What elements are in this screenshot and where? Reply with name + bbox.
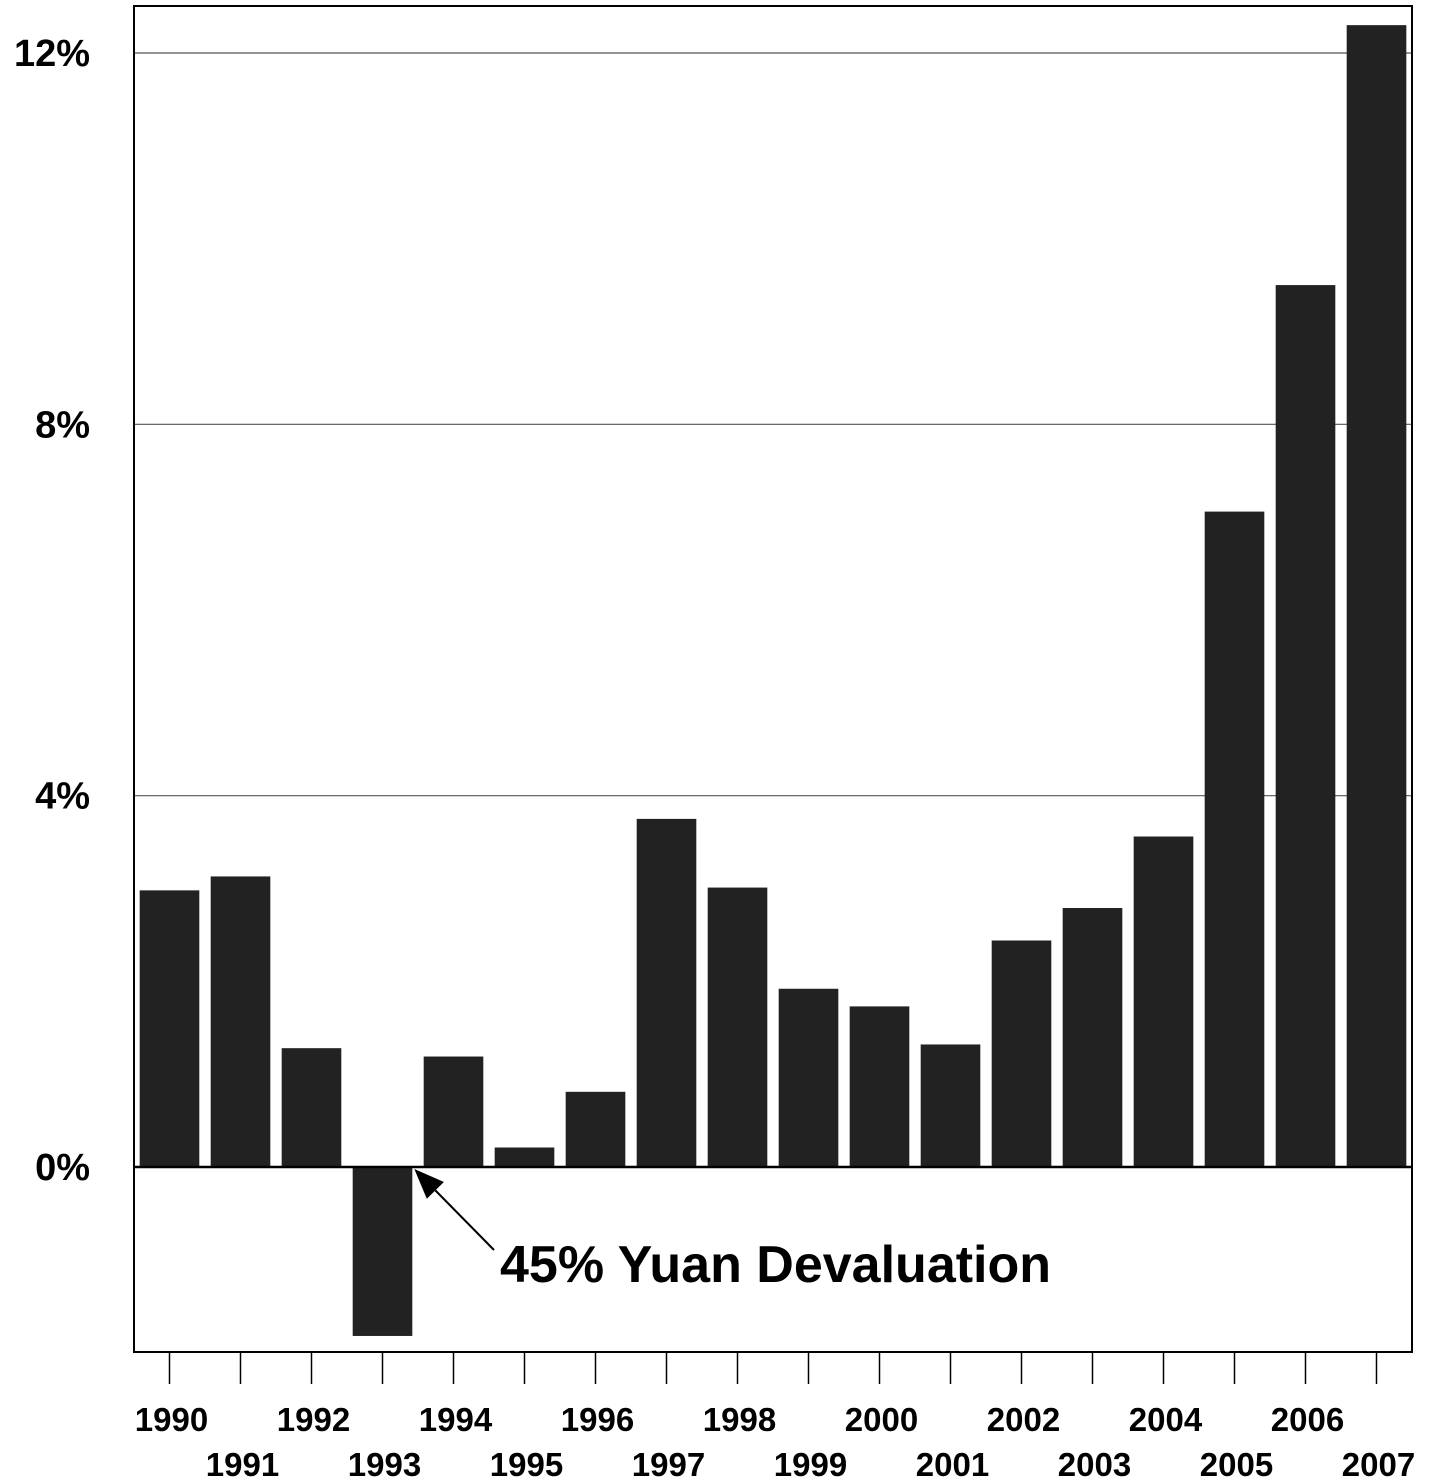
bar-2003 <box>1062 907 1123 1167</box>
y-tick-label: 0% <box>35 1147 90 1189</box>
x-tick-label-2003: 2003 <box>1058 1446 1131 1479</box>
axes <box>133 5 1413 1353</box>
x-tick-labels: 1990 1991 1992 1993 1994 1995 1996 1997 1998 1999… <box>135 1401 1415 1479</box>
x-tick-label-1993: 1993 <box>348 1446 421 1479</box>
bar-2007 <box>1346 25 1407 1167</box>
bar-1993 <box>352 1167 413 1336</box>
x-tick-label-1990: 1990 <box>135 1401 208 1438</box>
bar-1997 <box>636 818 697 1167</box>
x-tick-label-1994: 1994 <box>419 1401 493 1438</box>
bar-2001 <box>920 1044 981 1167</box>
x-ticks <box>168 1352 1378 1384</box>
x-tick-label-1999: 1999 <box>774 1446 847 1479</box>
x-tick-label-2000: 2000 <box>845 1401 918 1438</box>
x-tick-label-2006: 2006 <box>1271 1401 1344 1438</box>
y-tick-labels: 0% 4% 8% 12% <box>14 33 90 1189</box>
x-tick-label-1991: 1991 <box>206 1446 279 1479</box>
plot-frame <box>133 5 1413 1353</box>
annotation-label: 45% Yuan Devaluation <box>500 1236 1051 1294</box>
x-tick-label-2004: 2004 <box>1129 1401 1203 1438</box>
bar-1996 <box>565 1091 626 1167</box>
x-tick-label-2005: 2005 <box>1200 1446 1273 1479</box>
bar-1990 <box>139 890 200 1167</box>
bar-1991 <box>210 876 271 1167</box>
x-tick-label-1992: 1992 <box>277 1401 350 1438</box>
x-tick-label-2001: 2001 <box>916 1446 989 1479</box>
y-tick-label: 12% <box>14 33 90 75</box>
gridlines <box>134 52 1412 797</box>
x-tick-label-2002: 2002 <box>987 1401 1060 1438</box>
x-tick-label-1996: 1996 <box>561 1401 634 1438</box>
bar-2006 <box>1275 285 1336 1167</box>
annotation-arrow-line <box>434 1189 495 1251</box>
bar-2004 <box>1133 836 1194 1167</box>
bars <box>139 25 1407 1336</box>
bar-1998 <box>707 887 768 1167</box>
bar-1992 <box>281 1048 342 1167</box>
annotation: 45% Yuan Devaluation <box>414 1169 1051 1294</box>
bar-2005 <box>1204 511 1265 1167</box>
x-tick-label-1995: 1995 <box>490 1446 563 1479</box>
bar-2002 <box>991 940 1052 1167</box>
x-tick-label-2007: 2007 <box>1342 1446 1415 1479</box>
bar-2000 <box>849 1006 910 1167</box>
annotation-arrow-head <box>414 1169 444 1199</box>
bar-1994 <box>423 1056 484 1167</box>
y-tick-label: 4% <box>35 776 90 818</box>
bar-1999 <box>778 988 839 1167</box>
x-tick-label-1997: 1997 <box>632 1446 705 1479</box>
y-tick-label: 8% <box>35 404 90 446</box>
x-tick-label-1998: 1998 <box>703 1401 776 1438</box>
bar-1995 <box>494 1147 555 1167</box>
